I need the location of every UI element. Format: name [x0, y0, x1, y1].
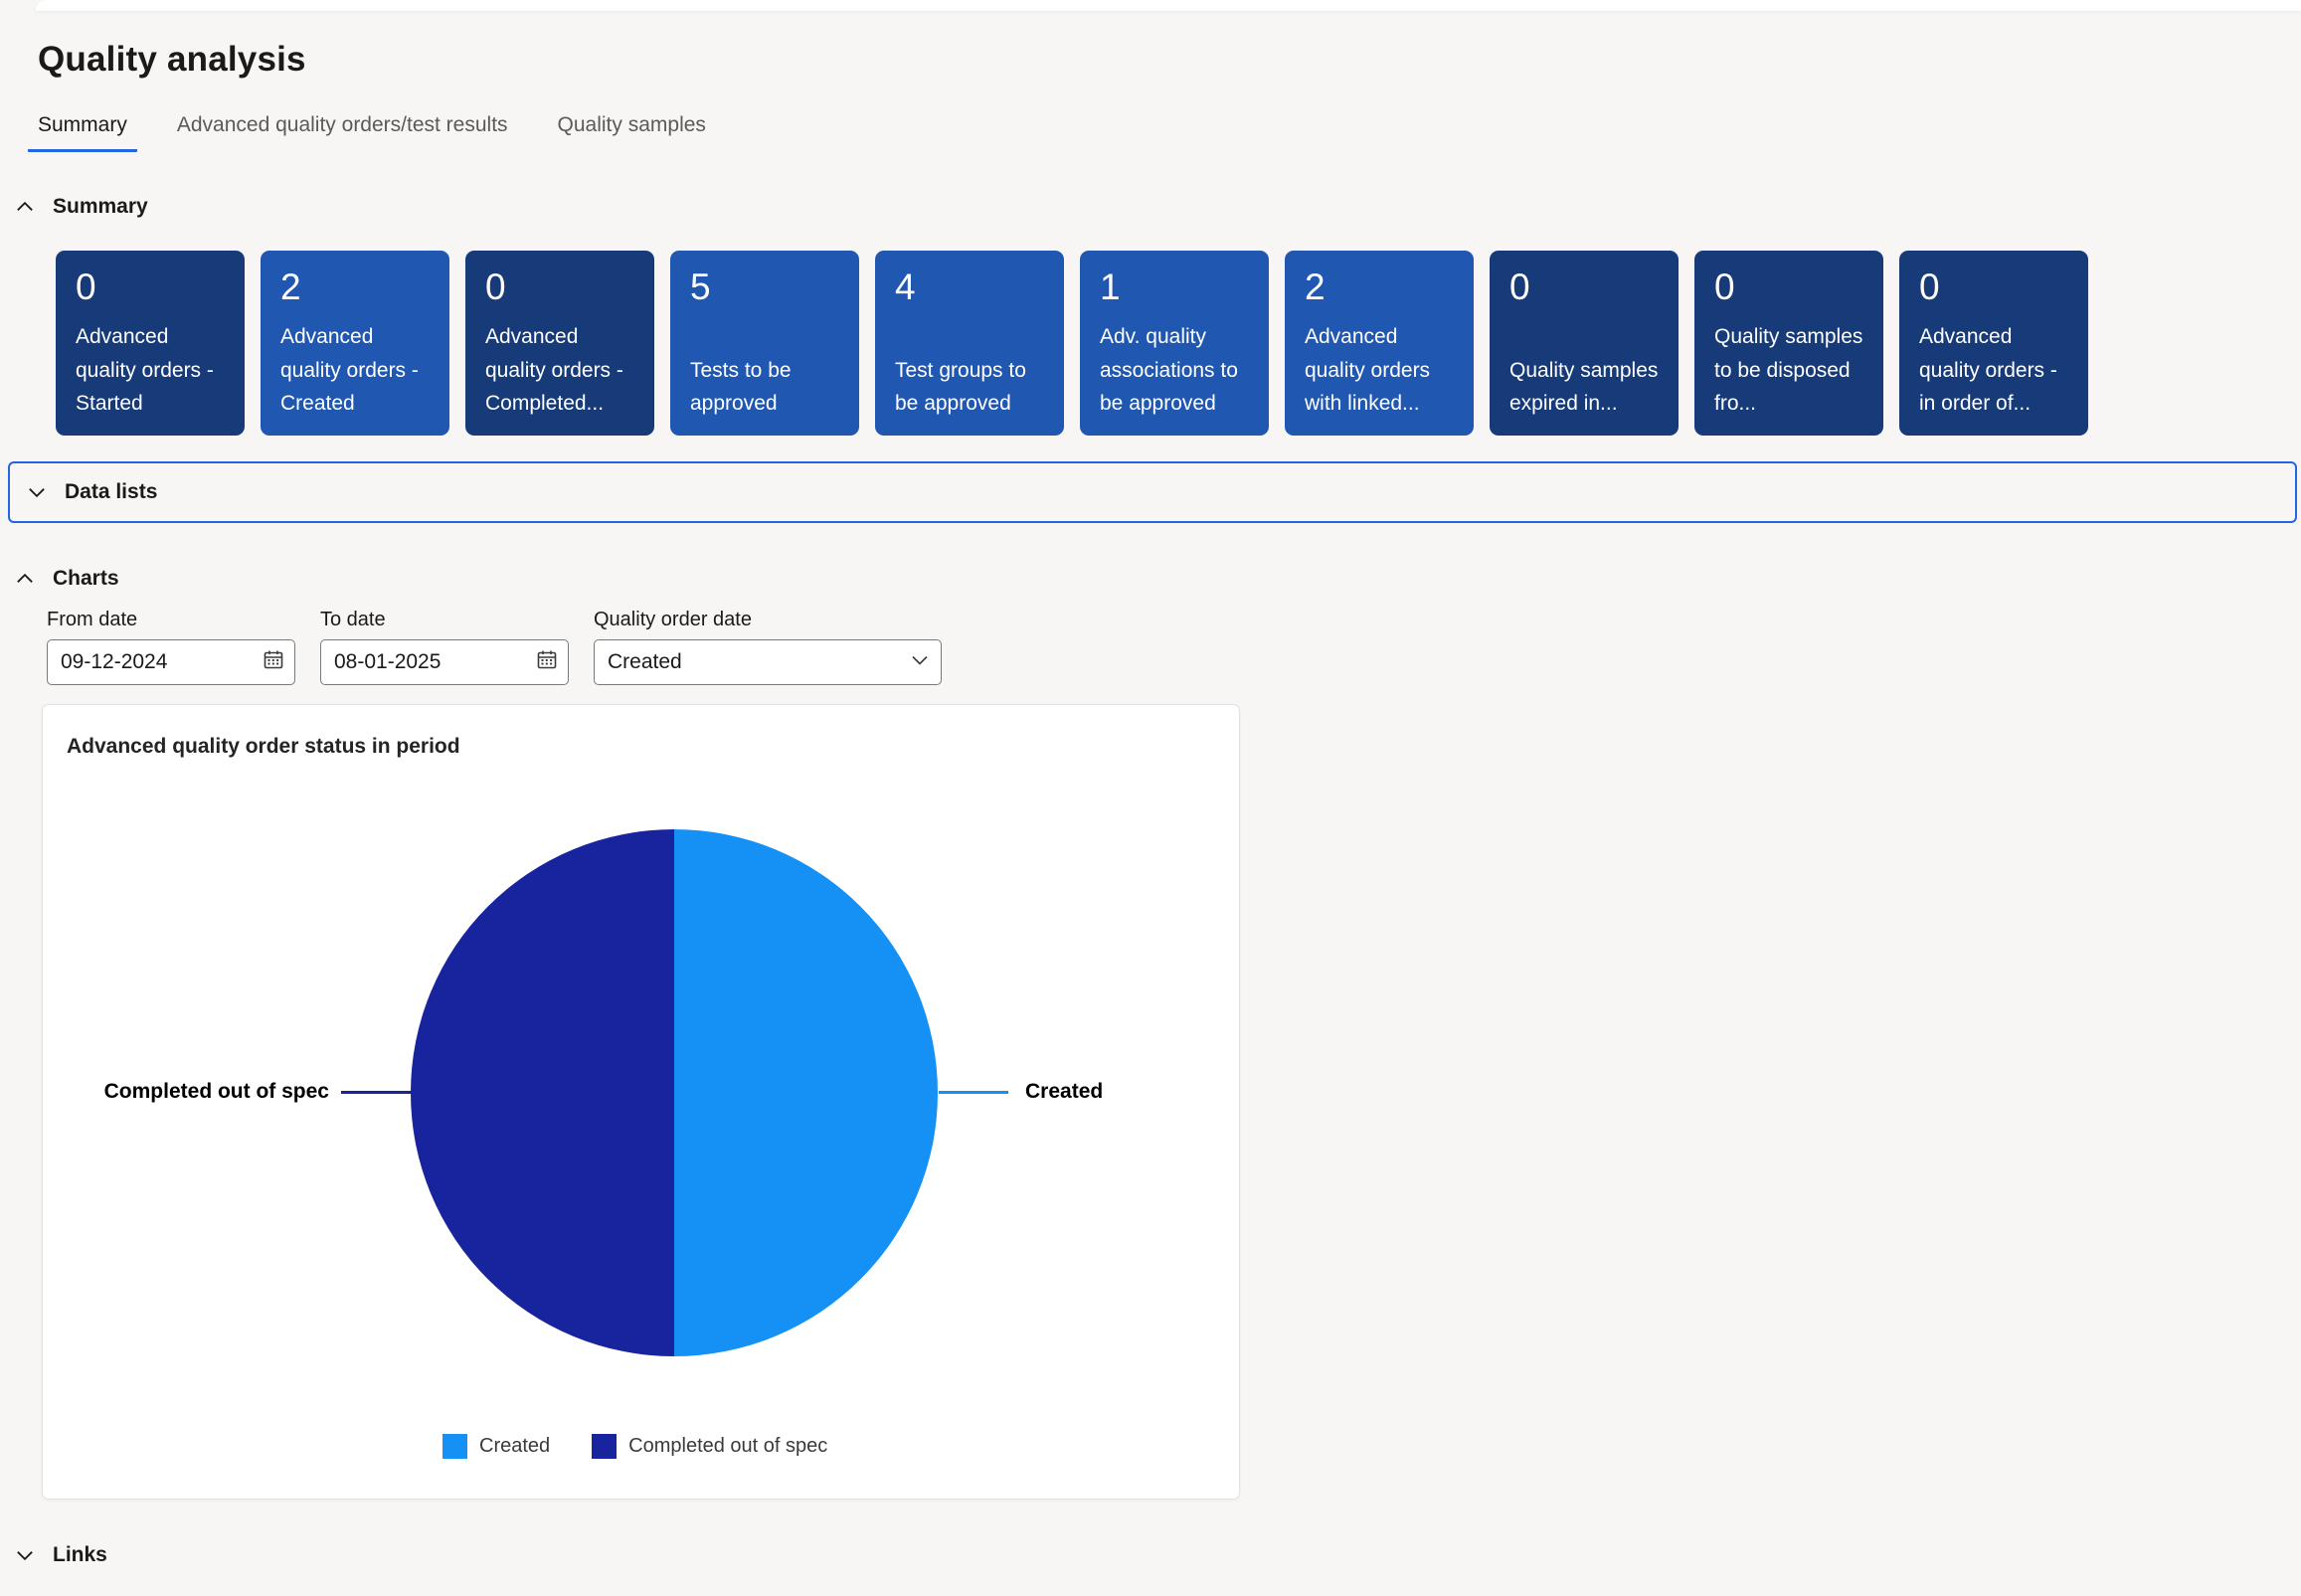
tile-tests-to-be-approved[interactable]: 5 Tests to be approved [670, 251, 859, 436]
panel-top-edge [36, 0, 2301, 11]
tile-label: Advanced quality orders - in order of... [1919, 325, 2057, 415]
chevron-down-icon [17, 1551, 33, 1561]
chart-title: Advanced quality order status in period [67, 735, 460, 758]
legend-item-completed-out-of-spec[interactable]: Completed out of spec [592, 1434, 827, 1459]
tile-count: 0 [485, 266, 506, 307]
tile-count: 2 [1305, 266, 1326, 307]
data-lists-section-label: Data lists [65, 480, 158, 503]
tile-count: 0 [1919, 266, 1940, 307]
tile-adv-quality-associations-to-be-approved[interactable]: 1 Adv. quality associations to be approv… [1080, 251, 1269, 436]
to-date-field: To date [320, 609, 569, 685]
summary-section-label: Summary [53, 195, 148, 218]
tile-label: Quality samples expired in... [1509, 358, 1659, 415]
pie-chart-card: Advanced quality order status in period … [42, 704, 1240, 1500]
tile-label: Adv. quality associations to be approved [1100, 325, 1238, 415]
tile-adv-quality-orders-started[interactable]: 0 Advanced quality orders - Started [56, 251, 245, 436]
tile-adv-quality-orders-created[interactable]: 2 Advanced quality orders - Created [261, 251, 449, 436]
page-title: Quality analysis [38, 40, 306, 79]
links-section-toggle[interactable]: Links [14, 1543, 107, 1567]
pie-slice-label-created: Created [1025, 1080, 1104, 1103]
legend-label-created: Created [479, 1435, 551, 1457]
tile-label: Advanced quality orders with linked... [1305, 325, 1431, 415]
tile-label: Advanced quality orders - Completed... [485, 325, 623, 415]
legend-swatch-completed-out-of-spec [592, 1434, 618, 1459]
tile-count: 4 [895, 266, 916, 307]
chevron-down-icon[interactable] [908, 648, 932, 677]
tab-quality-samples[interactable]: Quality samples [557, 113, 706, 136]
summary-section-toggle[interactable]: Summary [14, 195, 148, 219]
quality-order-date-value: Created [608, 650, 682, 673]
chart-legend: Created Completed out of spec [442, 1434, 869, 1459]
from-date-input[interactable] [48, 650, 294, 674]
tile-adv-quality-orders-in-order-of[interactable]: 0 Advanced quality orders - in order of.… [1899, 251, 2088, 436]
tile-count: 2 [280, 266, 301, 307]
chevron-down-icon [29, 488, 45, 498]
legend-swatch-created [442, 1434, 467, 1459]
quality-order-date-field: Quality order date Created [594, 609, 942, 685]
pie-leader-line-completed-out-of-spec [341, 1091, 411, 1094]
chart-filters: From date To date Quality order date Cre… [47, 609, 942, 685]
to-date-input[interactable] [321, 650, 568, 674]
quality-order-date-combobox[interactable]: Created [594, 639, 942, 685]
links-section-label: Links [53, 1543, 107, 1566]
charts-section-label: Charts [53, 567, 119, 590]
pie[interactable] [411, 829, 938, 1356]
tile-count: 0 [1714, 266, 1735, 307]
legend-item-created[interactable]: Created [442, 1434, 550, 1459]
tile-count: 0 [1509, 266, 1530, 307]
to-date-label: To date [320, 609, 386, 630]
tile-label: Tests to be approved [690, 358, 792, 415]
tile-adv-quality-orders-with-linked[interactable]: 2 Advanced quality orders with linked... [1285, 251, 1474, 436]
tile-count: 1 [1100, 266, 1121, 307]
tile-count: 0 [76, 266, 96, 307]
charts-section-toggle[interactable]: Charts [14, 567, 119, 591]
pie-leader-line-created [939, 1091, 1008, 1094]
legend-label-completed-out-of-spec: Completed out of spec [628, 1435, 828, 1457]
tabstrip: Summary Advanced quality orders/test res… [28, 107, 716, 152]
tab-advanced-quality-orders-test-results[interactable]: Advanced quality orders/test results [176, 113, 508, 136]
quality-order-date-label: Quality order date [594, 609, 752, 630]
calendar-icon[interactable] [535, 648, 559, 677]
tile-label: Test groups to be approved [895, 358, 1026, 415]
summary-tiles: 0 Advanced quality orders - Started 2 Ad… [56, 251, 2088, 436]
tile-test-groups-to-be-approved[interactable]: 4 Test groups to be approved [875, 251, 1064, 436]
tile-label: Advanced quality orders - Started [76, 325, 214, 415]
from-date-field: From date [47, 609, 295, 685]
pie-slice-label-completed-out-of-spec: Completed out of spec [103, 1080, 329, 1103]
tile-count: 5 [690, 266, 711, 307]
tile-adv-quality-orders-completed[interactable]: 0 Advanced quality orders - Completed... [465, 251, 654, 436]
tile-label: Quality samples to be disposed fro... [1714, 325, 1863, 415]
from-date-label: From date [47, 609, 138, 630]
tile-quality-samples-expired[interactable]: 0 Quality samples expired in... [1490, 251, 1679, 436]
data-lists-section-toggle[interactable]: Data lists [8, 461, 2297, 523]
calendar-icon[interactable] [262, 648, 285, 677]
tile-label: Advanced quality orders - Created [280, 325, 419, 415]
chevron-up-icon [17, 201, 33, 211]
tab-summary[interactable]: Summary [28, 107, 137, 152]
chevron-up-icon [17, 573, 33, 583]
tile-quality-samples-to-be-disposed[interactable]: 0 Quality samples to be disposed fro... [1694, 251, 1883, 436]
